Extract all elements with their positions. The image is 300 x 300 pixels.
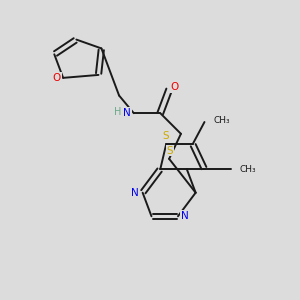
Text: S: S bbox=[162, 131, 169, 141]
Text: O: O bbox=[52, 73, 61, 83]
Text: N: N bbox=[131, 188, 139, 198]
Text: CH₃: CH₃ bbox=[213, 116, 230, 125]
Text: O: O bbox=[170, 82, 178, 92]
Text: H: H bbox=[114, 107, 121, 117]
Text: S: S bbox=[167, 146, 173, 156]
Text: N: N bbox=[123, 108, 131, 118]
Text: CH₃: CH₃ bbox=[240, 165, 256, 174]
Text: N: N bbox=[181, 211, 188, 221]
